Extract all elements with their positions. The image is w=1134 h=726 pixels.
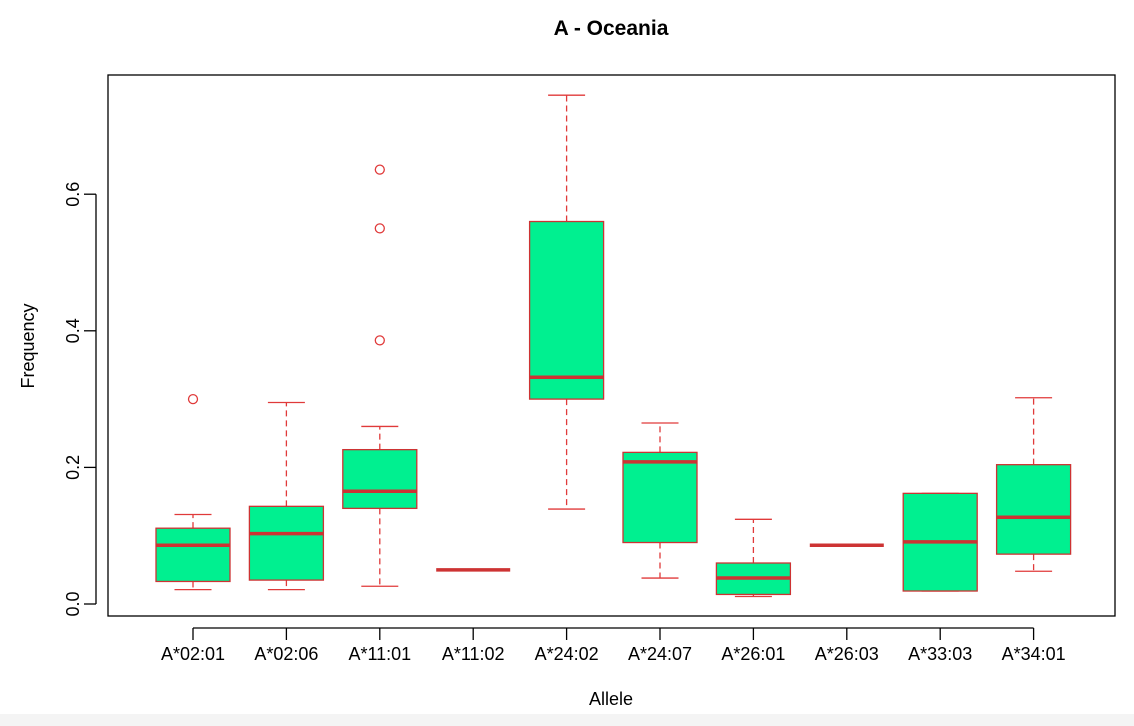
y-tick-label: 0.2 xyxy=(63,455,83,480)
box-body xyxy=(155,527,231,583)
y-tick-label: 0.4 xyxy=(63,318,83,343)
x-tick-label: A*24:07 xyxy=(628,644,692,664)
outlier-point xyxy=(187,393,199,405)
box-group xyxy=(995,397,1072,572)
x-tick-label: A*34:01 xyxy=(1002,644,1066,664)
x-tick-label: A*24:02 xyxy=(535,644,599,664)
box-body xyxy=(342,448,418,510)
box-group xyxy=(248,401,325,591)
x-tick-label: A*11:02 xyxy=(442,644,505,664)
box-body xyxy=(528,220,605,400)
outlier-point xyxy=(374,223,385,234)
x-tick-label: A*02:06 xyxy=(254,644,318,664)
boxes-layer xyxy=(155,94,1072,598)
x-tick-label: A*11:01 xyxy=(348,644,411,664)
box-body xyxy=(622,451,698,544)
x-axis-label: Allele xyxy=(589,689,633,709)
outlier-point xyxy=(374,164,385,175)
bottom-strip xyxy=(0,714,1134,726)
x-tick-label: A*26:03 xyxy=(815,644,879,664)
outlier-point xyxy=(374,335,385,346)
box-body xyxy=(995,464,1072,555)
chart-title: A - Oceania xyxy=(554,17,669,40)
box-group xyxy=(155,393,231,591)
box-group xyxy=(342,164,418,587)
x-tick-label: A*33:03 xyxy=(908,644,972,664)
box-group xyxy=(622,422,698,579)
box-group xyxy=(902,492,978,592)
box-group xyxy=(528,94,605,510)
box-group xyxy=(715,518,792,598)
x-axis: A*02:01 A*02:06 A*11:01 A*11:02 A*24:02 A*24:… xyxy=(161,627,1066,664)
y-tick-label: 0.0 xyxy=(63,591,83,616)
plot-frame xyxy=(107,74,1116,617)
box-body xyxy=(248,505,325,581)
y-axis-label: Frequency xyxy=(18,303,38,388)
y-tick-label: 0.6 xyxy=(63,182,83,207)
y-axis: 0.0 0.2 0.4 0.6 xyxy=(63,182,97,617)
x-tick-label: A*26:01 xyxy=(721,644,785,664)
x-tick-label: A*02:01 xyxy=(161,644,225,664)
